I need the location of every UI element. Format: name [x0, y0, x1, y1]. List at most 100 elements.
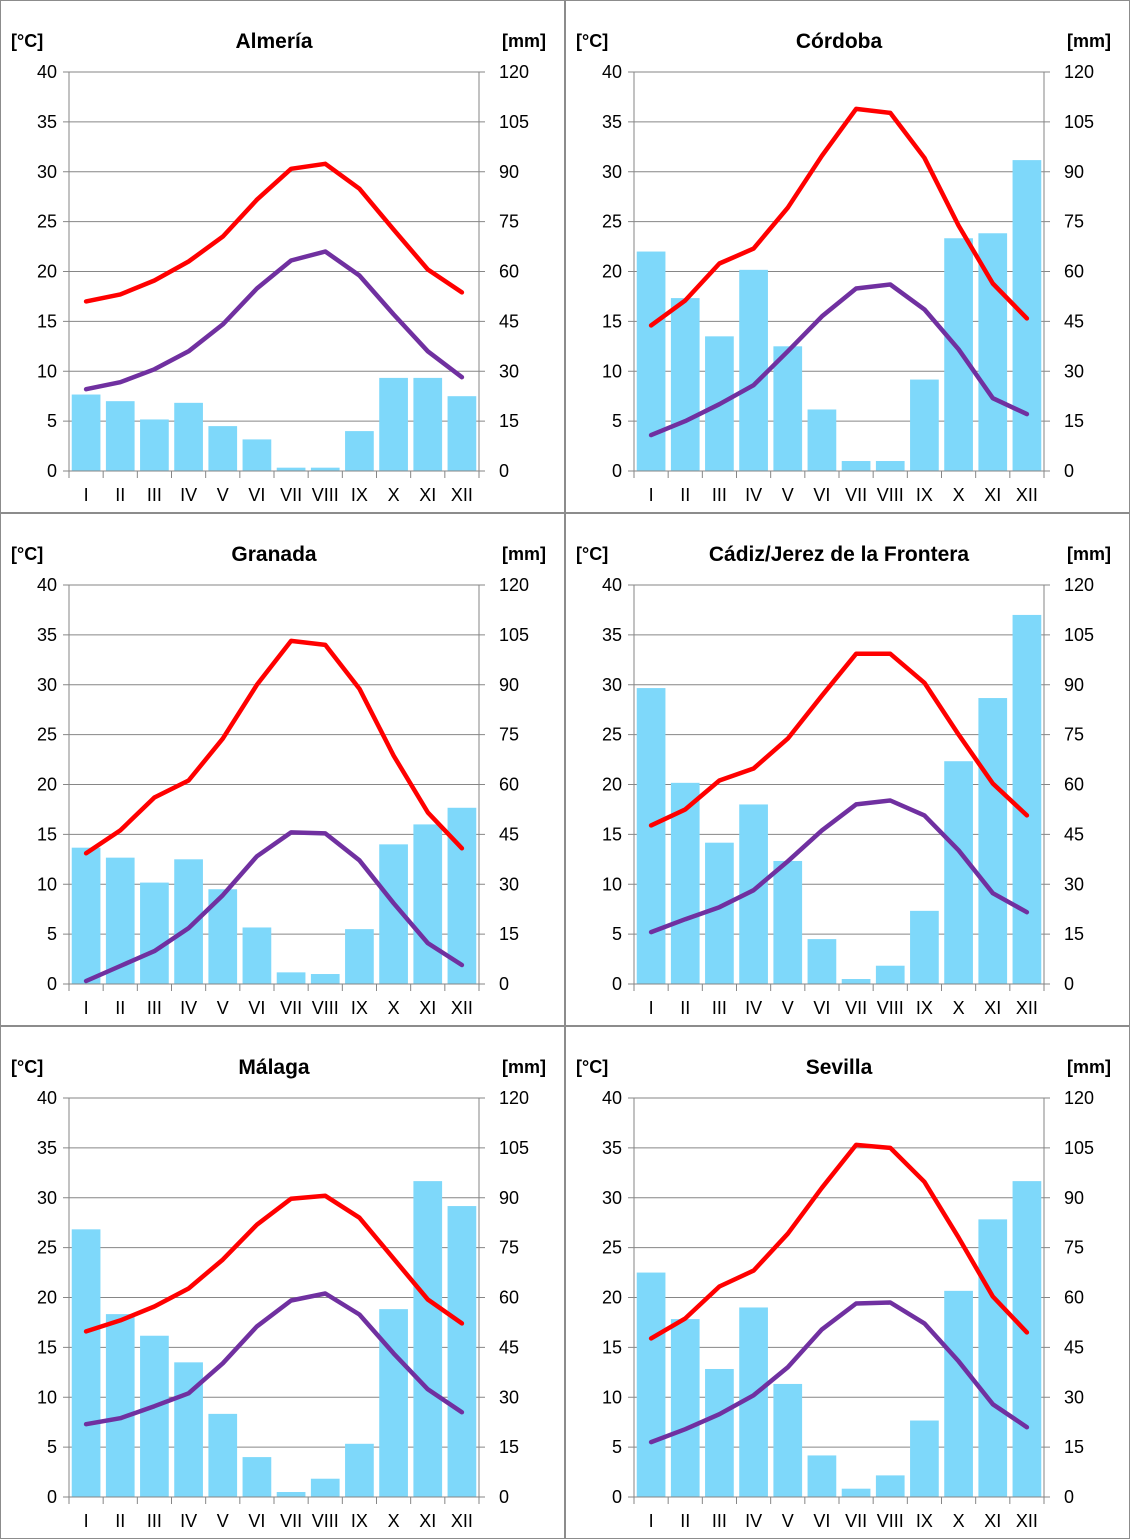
right-tick-label: 120 — [499, 575, 529, 595]
chart-title: Sevilla — [806, 1056, 873, 1079]
right-tick-label: 45 — [499, 311, 519, 331]
precip-bar — [413, 824, 443, 984]
right-tick-label: 15 — [1064, 1437, 1084, 1457]
chart-title: Cádiz/Jerez de la Frontera — [709, 543, 970, 566]
precip-bar — [174, 402, 203, 471]
x-tick-label: IX — [916, 1511, 933, 1531]
x-tick-label: III — [712, 1511, 727, 1531]
right-tick-label: 105 — [1064, 112, 1094, 132]
precip-bar — [807, 409, 837, 471]
right-tick-label: 30 — [1064, 1387, 1084, 1407]
x-tick-label: III — [712, 998, 727, 1018]
right-tick-label: 90 — [1064, 162, 1084, 182]
left-tick-label: 40 — [37, 575, 57, 595]
right-tick-label: 75 — [1064, 212, 1084, 232]
right-tick-label: 45 — [1064, 1337, 1084, 1357]
precip-bar — [807, 1455, 837, 1497]
left-tick-label: 10 — [37, 874, 57, 894]
x-tick-label: III — [147, 1511, 162, 1531]
right-tick-label: 15 — [499, 1437, 519, 1457]
left-tick-label: 35 — [37, 112, 57, 132]
left-tick-label: 5 — [612, 1437, 622, 1457]
precip-bar — [841, 461, 871, 471]
left-tick-label: 15 — [602, 311, 622, 331]
left-tick-label: 35 — [602, 112, 622, 132]
precip-bar — [1012, 614, 1042, 984]
x-tick-label: VII — [845, 485, 867, 505]
x-tick-label: VII — [845, 998, 867, 1018]
x-tick-label: VII — [845, 1511, 867, 1531]
precip-bar — [773, 1383, 803, 1497]
precip-bar — [140, 1335, 169, 1497]
left-tick-label: 25 — [602, 725, 622, 745]
right-tick-label: 90 — [499, 1188, 519, 1208]
x-tick-label: IV — [180, 998, 197, 1018]
right-tick-label: 60 — [1064, 775, 1084, 795]
precip-bar — [636, 251, 666, 471]
x-tick-label: I — [649, 485, 654, 505]
x-tick-label: VI — [248, 998, 265, 1018]
x-tick-label: II — [115, 998, 125, 1018]
precip-bar — [345, 1443, 374, 1497]
x-tick-label: IV — [745, 998, 762, 1018]
right-tick-label: 30 — [499, 874, 519, 894]
x-tick-label: XI — [419, 1511, 436, 1531]
right-tick-label: 0 — [1064, 1487, 1074, 1507]
precip-bar — [379, 377, 408, 471]
precip-bar — [875, 461, 905, 471]
left-tick-label: 5 — [47, 1437, 57, 1457]
left-tick-label: 5 — [612, 924, 622, 944]
x-tick-label: II — [680, 485, 690, 505]
chart-title: Córdoba — [796, 30, 883, 53]
left-tick-label: 20 — [37, 1288, 57, 1308]
left-tick-label: 25 — [37, 212, 57, 232]
left-tick-label: 20 — [602, 262, 622, 282]
left-tick-label: 20 — [37, 775, 57, 795]
tmin-line — [83, 830, 465, 984]
left-tick-label: 0 — [47, 1487, 57, 1507]
left-tick-label: 35 — [602, 1138, 622, 1158]
left-axis-unit: [°C] — [576, 31, 608, 51]
right-tick-label: 90 — [1064, 675, 1084, 695]
left-tick-label: 10 — [37, 1387, 57, 1407]
left-tick-label: 20 — [37, 262, 57, 282]
chart-title: Almería — [235, 30, 312, 53]
precip-bar — [276, 972, 306, 984]
x-tick-label: I — [649, 1511, 654, 1531]
x-tick-label: IX — [351, 998, 368, 1018]
climate-chart-panel: 0 5 10 15 20 25 30 35 40 0 15 30 45 60 75 90 105 120 I II II… — [0, 0, 565, 513]
precip-bar — [841, 1488, 871, 1497]
right-tick-label: 15 — [499, 411, 519, 431]
right-axis-unit: [mm] — [1067, 544, 1111, 564]
x-tick-label: III — [712, 485, 727, 505]
right-tick-label: 120 — [499, 62, 529, 82]
x-tick-label: II — [680, 998, 690, 1018]
precip-bar — [310, 467, 340, 471]
x-tick-label: XII — [1016, 998, 1038, 1018]
left-tick-label: 30 — [602, 675, 622, 695]
x-tick-label: V — [217, 1511, 229, 1531]
right-tick-label: 30 — [499, 361, 519, 381]
tmin-line — [83, 1291, 465, 1427]
x-tick-label: IV — [180, 1511, 197, 1531]
x-tick-label: XI — [984, 485, 1001, 505]
climate-chart-panel: 0 5 10 15 20 25 30 35 40 0 15 30 45 60 75 90 105 120 I II II… — [0, 1026, 565, 1539]
tmax-line — [648, 106, 1030, 328]
right-tick-label: 15 — [1064, 411, 1084, 431]
left-axis-unit: [°C] — [11, 1057, 43, 1077]
x-tick-label: VIII — [877, 998, 904, 1018]
left-tick-label: 5 — [612, 411, 622, 431]
precip-bar — [807, 939, 837, 984]
right-tick-label: 45 — [1064, 311, 1084, 331]
right-tick-label: 90 — [499, 675, 519, 695]
precip-bar — [310, 974, 340, 984]
x-tick-label: IV — [745, 485, 762, 505]
x-tick-label: VI — [813, 998, 830, 1018]
left-tick-label: 5 — [47, 411, 57, 431]
x-tick-label: XII — [1016, 485, 1038, 505]
precip-bar — [105, 1314, 135, 1497]
climate-chart-panel: 0 5 10 15 20 25 30 35 40 0 15 30 45 60 75 90 105 120 I II II… — [565, 1026, 1130, 1539]
